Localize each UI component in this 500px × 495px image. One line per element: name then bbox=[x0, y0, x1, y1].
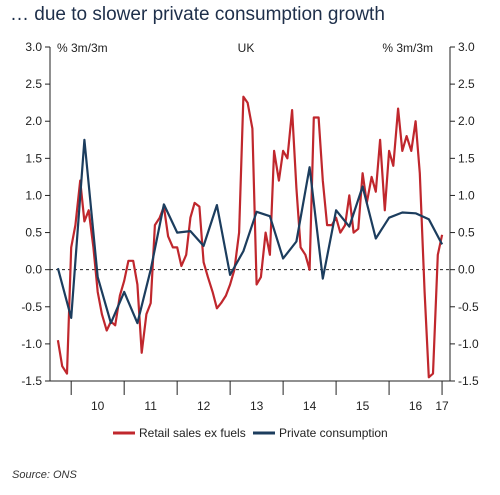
y-tick-label-left: 3.0 bbox=[25, 40, 42, 54]
private-consumption-line bbox=[56, 138, 444, 325]
legend: Retail sales ex fuels Private consumption bbox=[113, 426, 388, 440]
chart-title: … due to slower private consumption grow… bbox=[10, 4, 385, 25]
y-tick-label-left: 1.5 bbox=[25, 151, 42, 165]
y-tick-label-right: 2.0 bbox=[458, 114, 475, 128]
chart-subtitle: UK bbox=[238, 41, 255, 55]
x-tick-label: 10 bbox=[91, 399, 105, 413]
y-tick-label-left: 2.5 bbox=[25, 77, 42, 91]
y-tick-label-left: -0.5 bbox=[21, 300, 42, 314]
tick-labels: -1.5 -1.5 -1.0 -1.0 -0.5 -0.5 0.0 0.0 0.5 0.5 1.0 1… bbox=[21, 40, 479, 413]
y-tick-label-left: 0.0 bbox=[25, 263, 42, 277]
left-axis-unit: % 3m/3m bbox=[57, 41, 108, 55]
y-tick-label-right: 3.0 bbox=[458, 40, 475, 54]
y-tick-label-right: -0.5 bbox=[458, 300, 479, 314]
series-lines bbox=[56, 95, 444, 379]
legend-label: Retail sales ex fuels bbox=[139, 426, 246, 440]
retail-sales-line bbox=[56, 95, 444, 379]
y-tick-label-right: 0.5 bbox=[458, 226, 475, 240]
x-tick-label: 17 bbox=[435, 399, 449, 413]
x-tick-label: 12 bbox=[197, 399, 211, 413]
y-tick-label-left: 1.0 bbox=[25, 188, 42, 202]
x-tick-label: 16 bbox=[409, 399, 423, 413]
chart-axes bbox=[45, 46, 455, 395]
legend-label: Private consumption bbox=[279, 426, 388, 440]
y-tick-label-right: -1.5 bbox=[458, 374, 479, 388]
source-note: Source: ONS bbox=[12, 469, 77, 481]
y-tick-label-right: 0.0 bbox=[458, 263, 475, 277]
y-tick-label-left: -1.5 bbox=[21, 374, 42, 388]
x-tick-label: 15 bbox=[356, 399, 370, 413]
x-tick-label: 14 bbox=[303, 399, 317, 413]
x-tick-label: 11 bbox=[144, 399, 157, 413]
y-tick-label-right: -1.0 bbox=[458, 337, 479, 351]
y-tick-label-right: 1.0 bbox=[458, 188, 475, 202]
y-tick-label-left: 2.0 bbox=[25, 114, 42, 128]
y-tick-label-left: -1.0 bbox=[21, 337, 42, 351]
y-tick-label-left: 0.5 bbox=[25, 226, 42, 240]
right-axis-unit: % 3m/3m bbox=[382, 41, 433, 55]
x-tick-label: 13 bbox=[250, 399, 264, 413]
y-tick-label-right: 2.5 bbox=[458, 77, 475, 91]
y-tick-label-right: 1.5 bbox=[458, 151, 475, 165]
